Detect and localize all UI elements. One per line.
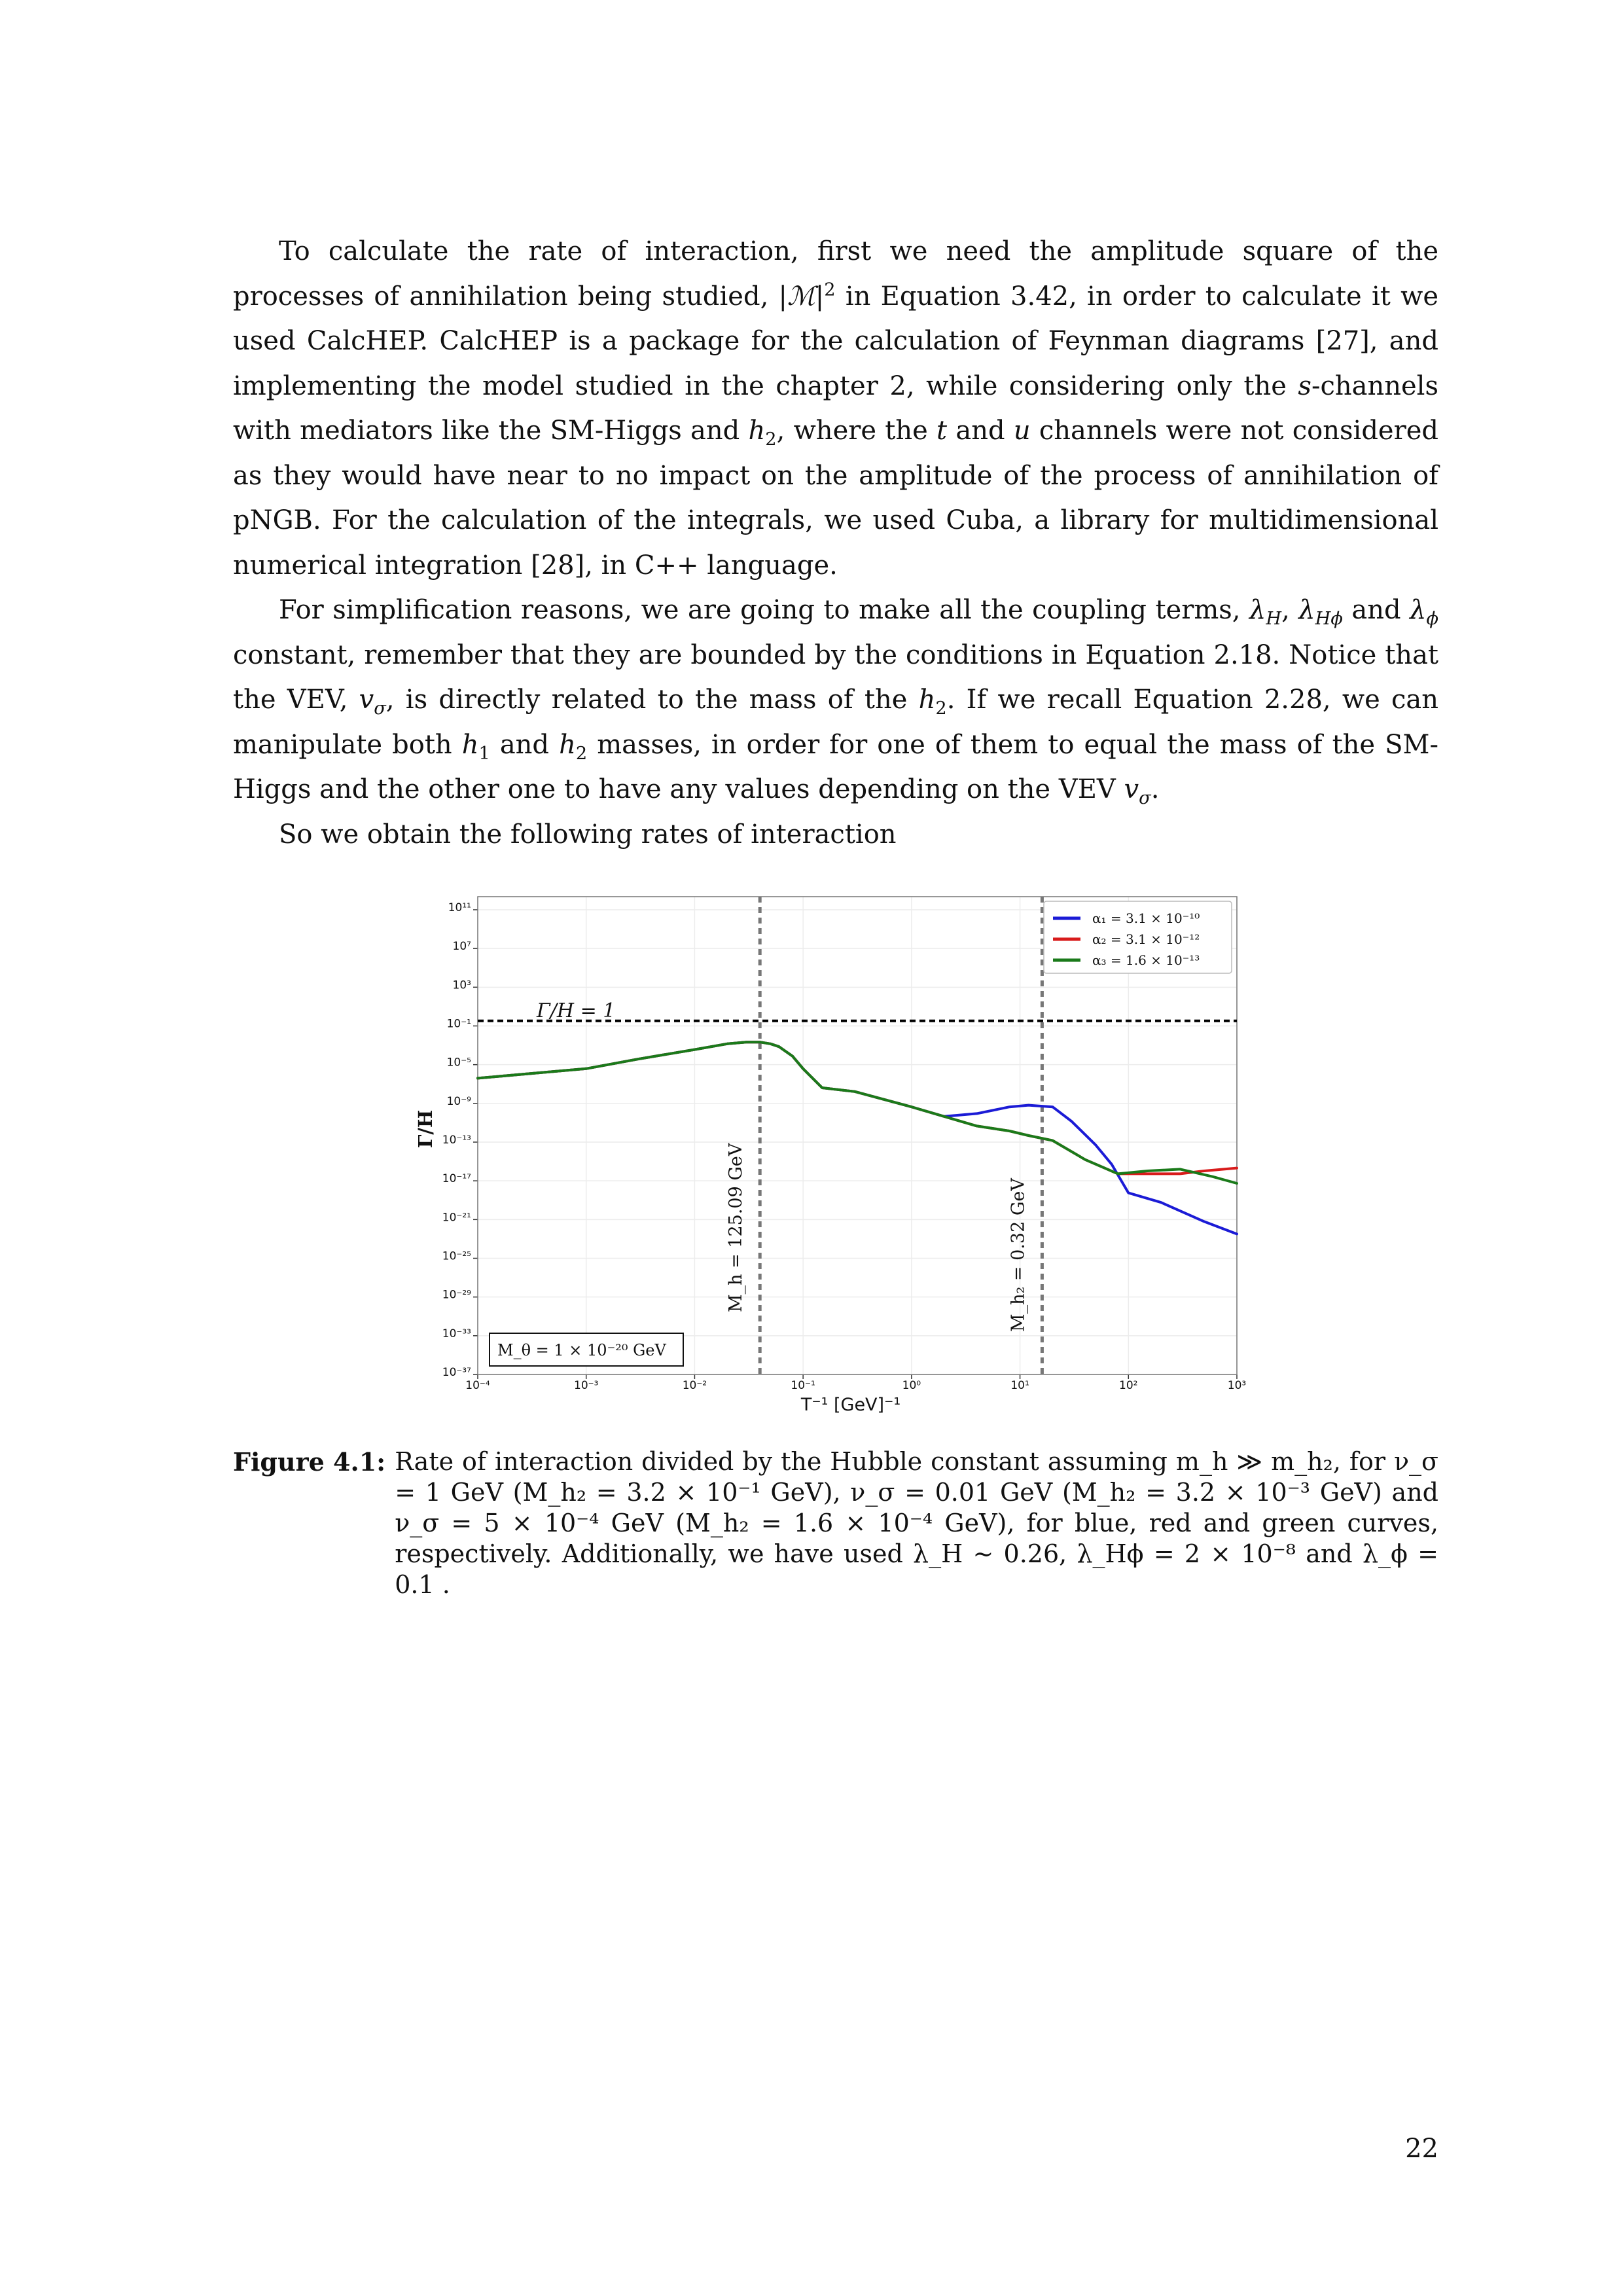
x-tick-label: 10⁰: [902, 1379, 921, 1392]
y-tick-label: 10⁻³³: [442, 1327, 471, 1340]
x-tick-label: 10⁻²: [683, 1379, 707, 1392]
y-tick-label: 10⁻²⁹: [442, 1289, 471, 1302]
legend-label: α₃ = 1.6 × 10⁻¹³: [1092, 952, 1200, 968]
y-axis-label: Γ/H: [414, 1110, 437, 1149]
paragraph: For simplification reasons, we are going…: [233, 595, 1439, 808]
figure-caption: Figure 4.1: Rate of interaction divided …: [233, 1446, 1438, 1600]
y-tick-label: 10³: [453, 978, 471, 992]
paragraph: So we obtain the following rates of inte…: [279, 819, 897, 850]
paragraph: To calculate the rate of interaction, fi…: [233, 236, 1438, 581]
body-text: To calculate the rate of interaction, fi…: [233, 229, 1438, 857]
y-tick-label: 10⁻¹³: [442, 1134, 471, 1147]
x-tick-label: 10⁻³: [574, 1379, 598, 1392]
annotation-box: [489, 1333, 684, 1367]
series-line: [476, 1041, 1238, 1185]
y-tick-label: 10⁻²⁵: [442, 1250, 471, 1263]
x-tick-label: 10¹: [1010, 1379, 1029, 1392]
rate-chart: 10⁻⁴ 10⁻³ 10⁻² 10⁻¹ 10⁰ 10¹ 10² 10³ 10⁻³⁷ 10⁻³³ 10…: [414, 896, 1246, 1415]
x-tick-label: 10⁻¹: [791, 1379, 815, 1392]
reference-line-label: Γ/H = 1: [536, 999, 615, 1022]
x-tick-label: 10⁻⁴: [465, 1379, 490, 1392]
y-tick-label: 10⁻¹⁷: [442, 1172, 471, 1185]
annotation-text: M_θ = 1 × 10⁻²⁰ GeV: [497, 1341, 666, 1359]
caption-text: Rate of interaction divided by the Hubbl…: [395, 1447, 1438, 1599]
plot-frame: [477, 896, 1238, 1375]
caption-label: Figure 4.1:: [233, 1447, 386, 1477]
legend-label: α₂ = 3.1 × 10⁻¹²: [1092, 931, 1200, 947]
y-tick-label: 10⁻²¹: [442, 1211, 471, 1224]
y-tick-label: 10¹¹: [448, 901, 471, 914]
vertical-line-label: M_h = 125.09 GeV: [726, 1143, 746, 1312]
legend-box: [1043, 901, 1232, 974]
y-tick-label: 10⁻⁵: [447, 1056, 471, 1069]
y-tick-label: 10⁻³⁷: [442, 1366, 471, 1379]
x-axis-label: T⁻¹ [GeV]⁻¹: [800, 1395, 901, 1415]
page-number: 22: [1405, 2134, 1438, 2164]
legend-label: α₁ = 3.1 × 10⁻¹⁰: [1092, 910, 1200, 926]
x-tick-label: 10³: [1228, 1379, 1246, 1392]
vertical-line-label: M_h₂ = 0.32 GeV: [1008, 1178, 1028, 1332]
y-tick-label: 10⁷: [453, 940, 472, 953]
figure: 10⁻⁴ 10⁻³ 10⁻² 10⁻¹ 10⁰ 10¹ 10² 10³ 10⁻³⁷ 10⁻³³ 10…: [393, 880, 1257, 1424]
y-tick-label: 10⁻⁹: [447, 1095, 472, 1108]
x-tick-label: 10²: [1119, 1379, 1137, 1392]
y-tick-label: 10⁻¹: [447, 1018, 471, 1031]
plot-area: [478, 897, 1237, 1374]
